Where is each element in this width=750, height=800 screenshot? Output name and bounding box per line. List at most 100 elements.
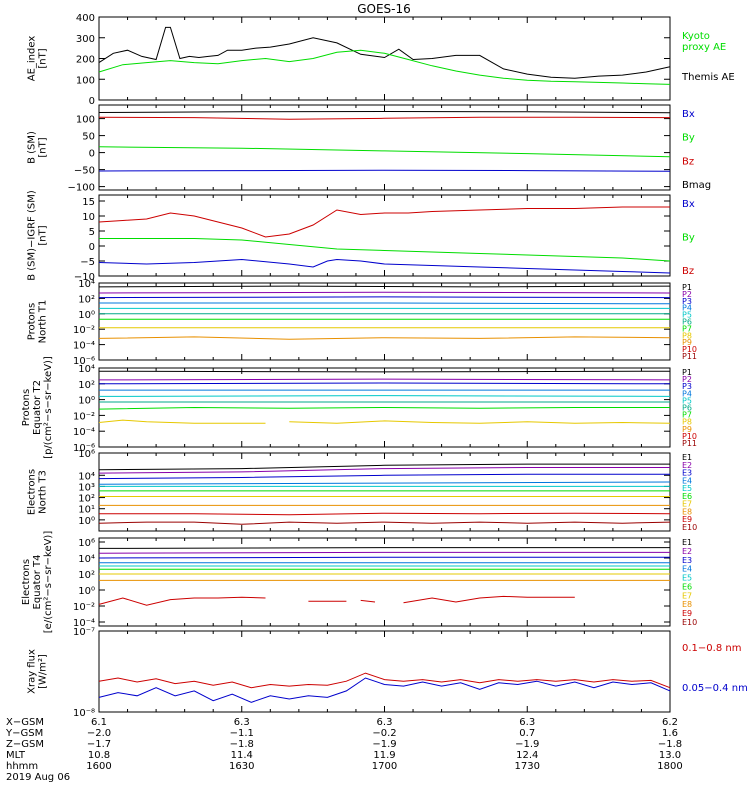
series-line-e1 xyxy=(98,463,670,471)
y-axis-label: B (SM) xyxy=(27,131,38,164)
y-tick-label: 400 xyxy=(76,13,95,24)
legend-entry: E7 xyxy=(682,500,692,509)
y-tick-label: 10⁻⁸ xyxy=(73,708,95,719)
legend-entry: By xyxy=(682,233,695,244)
panel-bigrf: −10 −5 0 5 10 15 B (SM)−IGRF (SM) [nT] Bx By Bz xyxy=(27,190,695,283)
y-tick-label: 300 xyxy=(76,34,95,45)
legend-entry: proxy AE xyxy=(682,42,726,53)
y-tick-label: 10⁻⁷ xyxy=(73,627,95,638)
y-axis-label: Equator T4 xyxy=(32,555,43,610)
legend-entry: Kyoto xyxy=(682,31,710,42)
y-axis-label: AE_index xyxy=(27,36,38,82)
x-axis-value: 6.1 xyxy=(91,717,107,728)
legend-entry: By xyxy=(682,133,695,144)
legend-entry: Bmag xyxy=(682,180,711,191)
y-tick-label: 10⁴ xyxy=(78,554,95,565)
series-line-p5 xyxy=(98,395,671,397)
y-tick-label: 10⁰ xyxy=(78,586,95,597)
panel-frame xyxy=(98,452,671,532)
y-axis-label: [p/(cm²−s−sr−keV)] xyxy=(43,356,54,459)
x-axis-value: −0.2 xyxy=(372,728,396,739)
y-tick-label: 10⁴ xyxy=(78,279,95,290)
legend-entry: P9 xyxy=(682,338,692,347)
legend-entry: P11 xyxy=(682,352,697,361)
legend-entry: E1 xyxy=(682,453,692,462)
y-tick-label: 0 xyxy=(89,242,95,253)
y-tick-label: 10¹ xyxy=(78,505,95,516)
panel-bsm: −100 −50 0 50 100 B (SM) [nT] Bx By Bz Bmag xyxy=(27,104,711,194)
y-tick-label: 10³ xyxy=(78,482,95,493)
y-tick-label: 15 xyxy=(82,197,95,208)
panel-frame xyxy=(98,16,671,101)
y-tick-label: 10⁻² xyxy=(73,325,95,336)
legend-entry: E5 xyxy=(682,574,692,583)
legend-entry: Bx xyxy=(682,199,695,210)
y-axis-label: B (SM)−IGRF (SM) xyxy=(27,190,38,281)
y-tick-label: 10⁻⁶ xyxy=(73,356,95,367)
y-tick-label: 10⁰ xyxy=(78,310,95,321)
y-tick-label: 10⁴ xyxy=(78,364,95,375)
series-line-bmag xyxy=(98,110,671,114)
x-axis-row-label: 2019 Aug 06 xyxy=(6,772,70,783)
y-tick-label: 100 xyxy=(76,115,95,126)
y-axis-label: [nT] xyxy=(38,225,49,245)
series-line-p9 xyxy=(98,336,671,340)
y-tick-label: 5 xyxy=(89,227,95,238)
legend-entry: Themis AE xyxy=(681,72,735,83)
legend-entry: P10 xyxy=(682,432,697,441)
x-axis-row-label: X−GSM xyxy=(6,717,44,728)
legend-entry: P4 xyxy=(682,389,692,398)
legend-entry: P8 xyxy=(682,418,692,427)
y-tick-label: 10⁻² xyxy=(73,411,95,422)
panel-frame xyxy=(98,630,671,713)
legend-entry: E4 xyxy=(682,476,692,485)
series-line-p1 xyxy=(98,370,671,373)
legend-entry: P5 xyxy=(682,396,692,405)
legend-entry: P8 xyxy=(682,331,692,340)
x-axis-value: 11.9 xyxy=(373,750,395,761)
y-axis-label: Equator T2 xyxy=(32,380,43,435)
x-axis-value: 6.3 xyxy=(377,717,393,728)
y-tick-label: 10⁻⁴ xyxy=(73,618,95,629)
x-axis-value: 11.4 xyxy=(231,750,253,761)
series-line-themis-ae xyxy=(98,26,671,79)
legend-entry: Bz xyxy=(682,156,694,167)
y-axis-label: [nT] xyxy=(38,48,49,68)
x-axis-value: −1.7 xyxy=(87,739,111,750)
y-tick-label: 10⁻⁴ xyxy=(73,341,95,352)
series-line-e3 xyxy=(98,473,670,480)
series-line-bx xyxy=(98,169,671,172)
panel-xray: 10⁻⁷ 10⁻⁸ Xray flux [W/m²] 0.1−0.8 nm 0.05−0.… xyxy=(27,627,748,719)
panel-pe: 10⁴ 10² 10⁰ 10⁻² 10⁻⁴ 10⁻⁶ Protons Equator T2 [p… xyxy=(21,356,697,459)
x-axis-value: 1630 xyxy=(229,761,254,772)
series-line-p7 xyxy=(98,406,670,410)
y-axis-label: Protons xyxy=(21,389,32,426)
series-line-kyoto-proxy-ae xyxy=(98,49,671,85)
y-axis-label: Protons xyxy=(27,303,38,340)
y-tick-label: −5 xyxy=(80,257,95,268)
series-line-e10 xyxy=(98,521,671,525)
y-tick-label: 0 xyxy=(89,96,95,107)
x-axis-row-label: Y−GSM xyxy=(5,728,43,739)
series-line-p2 xyxy=(98,291,671,294)
x-axis-value: −2.0 xyxy=(87,728,111,739)
series-line-p2 xyxy=(98,378,671,381)
x-axis-value: 13.0 xyxy=(659,750,681,761)
x-axis-value: −1.8 xyxy=(658,739,682,750)
x-axis-value: −1.9 xyxy=(372,739,396,750)
x-axis-value: 1600 xyxy=(86,761,111,772)
x-axis-value: 6.2 xyxy=(662,717,678,728)
x-axis-value: 10.8 xyxy=(88,750,110,761)
x-axis-value: 6.3 xyxy=(519,717,535,728)
panel-pn: 10⁴ 10² 10⁰ 10⁻² 10⁻⁴ 10⁻⁶ Protons North T1 P1P2… xyxy=(27,279,698,367)
legend-entry: E2 xyxy=(682,461,692,470)
series-line-e9 xyxy=(99,512,671,516)
legend-entry: P7 xyxy=(682,324,692,333)
legend-entry: E1 xyxy=(682,538,692,547)
x-axis-value: 6.3 xyxy=(234,717,250,728)
series-line-e10 xyxy=(360,599,376,603)
